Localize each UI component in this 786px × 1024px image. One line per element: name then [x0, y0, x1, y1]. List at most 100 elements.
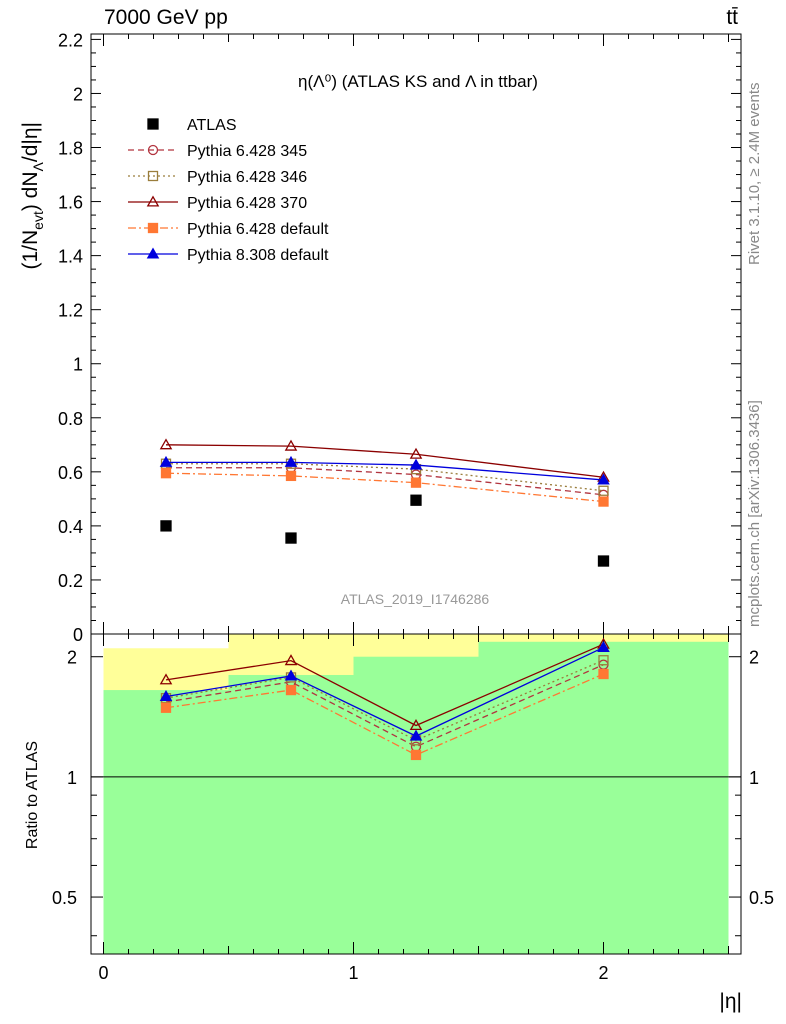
ratio-series-group [159, 637, 610, 761]
legend-marker-4 [147, 222, 159, 234]
ratio-uncertainty-bands [103, 634, 729, 954]
main-y-tick-label: 0.2 [58, 571, 83, 591]
main-y-axis-label: (1/Nevt) dNΛ/d|η| [19, 122, 46, 270]
main-point-0-1 [285, 532, 297, 544]
ratio-series-4 [159, 640, 610, 741]
ratio-series-line-1 [165, 659, 604, 742]
ratio-axis-ticks: 0.5 0.5 1 1 2 2 0 1 2 [52, 634, 774, 983]
x-tick-label: 2 [598, 963, 608, 983]
main-y-tick-label: 0 [73, 625, 83, 645]
main-y-tick-label: 1.8 [58, 139, 83, 159]
main-point-5-3 [597, 473, 610, 485]
ratio-series-3 [160, 668, 609, 761]
legend: ATLAS Pythia 6.428 345 Pythia 6.428 346 Pyt… [128, 117, 329, 264]
ratio-frame-box [90, 633, 742, 955]
ratio-point-4-0 [159, 690, 173, 702]
analysis-watermark: ATLAS_2019_I1746286 [341, 591, 490, 607]
legend-marker-5 [146, 247, 160, 259]
ratio-series-line-2 [165, 643, 604, 727]
main-point-4-0 [160, 468, 172, 479]
main-point-5-0 [159, 455, 173, 467]
ratio-y-tick-label-right: 2 [749, 648, 759, 668]
ratio-point-2-2 [409, 719, 423, 731]
main-point-0-0 [160, 520, 172, 532]
ratio-point-2-1 [284, 654, 298, 666]
main-series-line-3 [165, 444, 604, 478]
main-point-4-1 [285, 470, 297, 482]
legend-label-2: Pythia 6.428 346 [187, 169, 307, 186]
legend-label-0: ATLAS [187, 117, 237, 134]
ratio-point-1-3 [598, 655, 609, 666]
legend-entry-5: Pythia 8.308 default [128, 247, 329, 264]
legend-label-5: Pythia 8.308 default [187, 247, 329, 264]
main-point-3-1 [284, 439, 298, 451]
process-label: tt̄ [726, 6, 738, 29]
main-series-line-4 [165, 472, 604, 503]
legend-marker-0 [147, 118, 159, 130]
green-band-2 [353, 656, 479, 954]
main-y-tick-label: 1.2 [58, 301, 83, 321]
ratio-point-4-3 [597, 640, 610, 652]
ratio-plot-frame [90, 633, 742, 955]
main-y-tick-label: 0.6 [58, 463, 83, 483]
main-point-2-3 [598, 485, 609, 496]
main-point-5-1 [284, 455, 298, 467]
main-series-group [159, 438, 610, 567]
legend-label-4: Pythia 6.428 default [187, 221, 329, 238]
ratio-point-3-0 [160, 702, 172, 713]
legend-entry-3: Pythia 6.428 370 [128, 195, 307, 212]
main-y-tick-label: 2 [73, 84, 83, 104]
ratio-y-tick-label-right: 1 [749, 768, 759, 788]
legend-entry-4: Pythia 6.428 default [128, 221, 329, 238]
main-plot-title: η(Λ⁰) (ATLAS KS and Λ in ttbar) [298, 72, 538, 91]
main-y-tick-label: 1.4 [58, 247, 83, 267]
ratio-point-3-3 [598, 668, 609, 680]
legend-marker-2 [147, 170, 159, 182]
ratio-y-axis-label: Ratio to ATLAS [24, 741, 41, 849]
main-y-tick-label: 0.8 [58, 409, 83, 429]
svg-text:(1/Nevt) dNΛ/d|η|: (1/Nevt) dNΛ/d|η| [19, 122, 46, 270]
main-series-3 [159, 438, 610, 482]
ratio-series-line-4 [165, 646, 604, 737]
legend-label-3: Pythia 6.428 370 [187, 195, 307, 212]
ratio-y-tick-label: 2 [67, 648, 77, 668]
ratio-point-2-0 [159, 673, 173, 685]
green-band-1 [228, 674, 354, 954]
legend-entry-0: ATLAS [147, 117, 237, 134]
main-series-line-1 [166, 467, 604, 496]
main-axis-ticks: 0 0.2 0.4 0.6 0.8 1 1.2 1.4 1.6 1.8 2 2.2 [58, 30, 741, 645]
main-point-4-2 [410, 477, 422, 488]
main-series-1 [160, 462, 609, 500]
main-y-tick-label: 0.4 [58, 517, 83, 537]
main-series-0 [160, 494, 610, 567]
ratio-point-4-1 [284, 669, 298, 681]
main-series-line-5 [166, 461, 604, 481]
ratio-series-line-0 [165, 664, 604, 748]
main-point-0-2 [410, 494, 422, 506]
collision-label: 7000 GeV pp [104, 6, 228, 29]
green-band-3 [478, 641, 729, 954]
ratio-series-line-3 [165, 673, 604, 756]
x-tick-label: 0 [98, 963, 108, 983]
ratio-point-3-2 [410, 749, 422, 761]
legend-entry-2: Pythia 6.428 346 [128, 169, 307, 186]
main-point-5-2 [409, 458, 423, 470]
main-point-3-0 [159, 438, 173, 450]
main-point-0-3 [597, 555, 610, 567]
main-series-5 [159, 455, 610, 485]
green-band-0 [103, 690, 229, 954]
legend-label-1: Pythia 6.428 345 [187, 143, 307, 160]
legend-entry-1: Pythia 6.428 345 [128, 143, 307, 160]
legend-marker-3 [146, 195, 160, 207]
main-series-4 [160, 468, 609, 507]
main-point-4-3 [598, 496, 609, 507]
main-point-3-2 [409, 447, 423, 459]
ratio-point-3-1 [285, 684, 297, 696]
ratio-y-tick-label: 1 [67, 768, 77, 788]
ratio-y-tick-label-right: 0.5 [749, 888, 774, 908]
legend-marker-1 [147, 144, 159, 156]
ratio-y-tick-label: 0.5 [52, 888, 77, 908]
x-axis-label: |η| [719, 990, 742, 1013]
main-y-tick-label: 1.6 [58, 193, 83, 213]
